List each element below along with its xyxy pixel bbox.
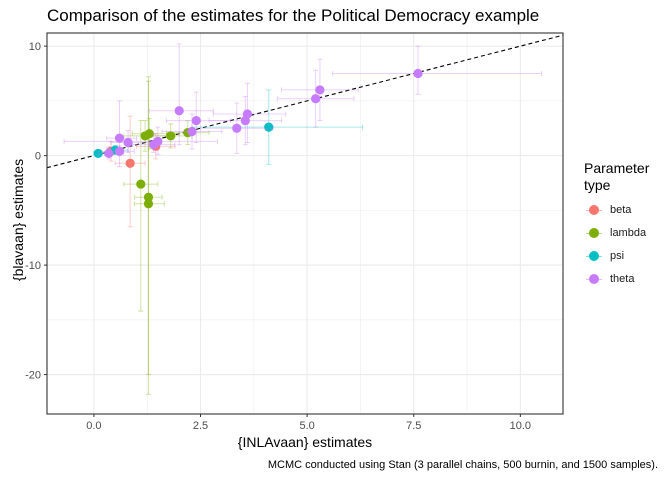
chart-caption: MCMC conducted using Stan (3 parallel ch… [267,459,658,471]
y-tick-label: -20 [25,370,41,382]
data-point-psi [264,122,274,132]
x-tick-label: 7.5 [406,420,421,432]
legend: Parameter type beta lambda psi theta [584,160,664,290]
y-axis-label: {blavaan} estimates [10,158,26,282]
reference-line [47,34,563,169]
major-gridlines [47,33,563,414]
data-point-beta [125,158,135,168]
data-point-theta [242,109,253,119]
data-point-theta [123,137,133,148]
legend-item-lambda: lambda [584,221,664,244]
data-point-lambda [136,179,146,189]
legend-title: Parameter type [584,160,650,193]
legend-key-dot [589,250,599,261]
panel-border [46,32,564,415]
series-theta [63,43,543,168]
error-bars-lambda [133,76,163,376]
x-axis-label: {INLAvaan} estimates [237,434,373,450]
legend-label: theta [610,272,635,285]
legend-key-dot [589,204,599,215]
data-point-theta [315,85,325,95]
data-point-lambda [144,129,154,139]
y-tick-label: 0 [35,151,41,163]
y-tick-label: 10 [29,41,41,53]
legend-label: lambda [610,226,647,239]
x-tick-label: 2.5 [193,420,208,432]
series-lambda [123,76,210,395]
legend-label: beta [610,203,632,216]
data-point-theta [104,148,114,159]
legend-key-lambda [584,223,604,243]
data-point-lambda [143,192,154,202]
error-bars-theta [148,43,214,146]
x-tick-label: 10.0 [510,420,531,432]
data-point-theta [153,136,163,146]
legend-item-psi: psi [584,244,664,267]
data-point-lambda [143,199,154,209]
data-point-theta [114,146,125,156]
legend-key-dot [589,227,599,238]
data-point-theta [187,126,197,137]
data-point-theta [413,68,423,79]
chart-title: Comparison of the estimates for the Poli… [47,6,540,25]
y-tick-label: -10 [25,260,41,272]
legend-item-beta: beta [584,198,664,221]
minor-gridlines [47,33,563,414]
x-tick-label: 0.0 [86,420,101,432]
data-point-lambda [166,131,176,141]
data-point-theta [191,115,201,126]
legend-label: psi [610,249,625,262]
legend-key-dot [589,273,599,284]
data-point-psi [93,148,103,159]
legend-key-beta [584,200,604,220]
data-point-theta [232,123,242,133]
legend-key-psi [584,246,604,266]
error-bars-lambda [123,120,159,312]
legend-item-theta: theta [584,267,664,290]
x-tick-label: 5.0 [299,420,314,432]
error-bars-theta [332,45,543,95]
data-point-theta [311,94,321,104]
data-point-theta [114,133,125,143]
legend-key-theta [584,269,604,289]
data-point-theta [174,106,184,116]
